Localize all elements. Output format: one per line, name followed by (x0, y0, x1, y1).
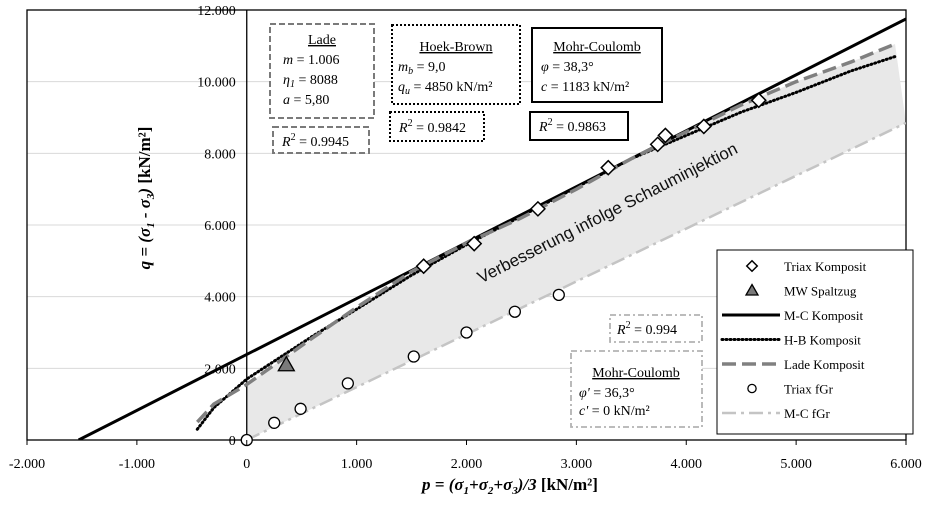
legend-symbol (744, 283, 760, 296)
svg-text:mb = 9,0: mb = 9,0 (398, 60, 446, 77)
series-line-m-c-fgr (246, 121, 906, 440)
legend-symbol (745, 259, 759, 273)
data-point-triax-komposit (657, 127, 674, 144)
data-point-triax-fgr (552, 288, 565, 302)
data-point-mw-spaltzug (277, 355, 296, 372)
svg-text:R2 = 0.9842: R2 = 0.9842 (398, 118, 466, 136)
data-point-triax-fgr (407, 350, 420, 363)
svg-text:Mohr-Coulomb: Mohr-Coulomb (592, 366, 680, 381)
data-point-triax-komposit (466, 235, 483, 252)
series-layer (77, 17, 906, 447)
data-point-triax-komposit (750, 92, 767, 109)
mohr-coulomb-params-box: Mohr-Coulomb φ = 38,3° c = 1183 kN/m² (531, 27, 663, 103)
data-point-triax-fgr (294, 402, 307, 415)
data-point-triax-komposit (695, 118, 712, 135)
legend: Triax Komposit MW Spaltzug M-C Komposit H-B… (716, 249, 914, 435)
svg-text:R2 = 0.994: R2 = 0.994 (616, 320, 677, 338)
svg-text:Mohr-Coulomb: Mohr-Coulomb (553, 40, 641, 55)
data-point-triax-komposit (415, 258, 432, 275)
svg-text:qu = 4850 kN/m²: qu = 4850 kN/m² (398, 80, 492, 97)
x-tick-label: -1.000 (119, 457, 155, 472)
legend-label: M-C Komposit (784, 308, 863, 323)
mohr-coulomb-fgr-params-box: Mohr-Coulomb φ' = 36,3° c' = 0 kN/m² (570, 350, 703, 428)
series-line-lade-komposit (196, 42, 896, 424)
svg-text:c = 1183 kN/m²: c = 1183 kN/m² (541, 80, 629, 95)
x-tick-label: 3.000 (561, 457, 593, 472)
svg-text:Hoek-Brown: Hoek-Brown (419, 40, 492, 55)
data-point-triax-komposit (529, 200, 546, 217)
legend-label: Lade Komposit (784, 357, 865, 372)
x-tick-label: -2.000 (9, 457, 45, 472)
svg-text:R2 = 0.9945: R2 = 0.9945 (281, 132, 349, 150)
y-tick-label: 10.000 (197, 76, 236, 91)
lade-params-box: Lade m = 1.006 η1 = 8088 a = 5,80 (269, 23, 375, 119)
hoek-brown-r2-box: R2 = 0.9842 (389, 111, 485, 142)
series-line-h-b-komposit (195, 55, 897, 431)
svg-text:R2 = 0.9863: R2 = 0.9863 (538, 117, 606, 135)
svg-text:c' = 0 kN/m²: c' = 0 kN/m² (579, 404, 650, 419)
y-tick-label: 4.000 (204, 291, 236, 306)
y-tick-label: 0 (229, 434, 236, 449)
mohr-coulomb-r2-box: R2 = 0.9863 (529, 111, 629, 141)
legend-label: MW Spaltzug (784, 284, 857, 299)
improvement-band (246, 44, 906, 441)
svg-text:φ = 38,3°: φ = 38,3° (541, 60, 594, 75)
x-tick-label: 2.000 (451, 457, 483, 472)
svg-text:Lade: Lade (308, 33, 336, 48)
data-point-triax-fgr (508, 305, 521, 318)
y-axis-title: q = (σ1 - σ3) [kN/m²] (135, 127, 157, 270)
x-axis-title: p = (σ1+σ2+σ3)/3 [kN/m²] (420, 475, 598, 497)
data-point-triax-komposit (649, 136, 666, 153)
legend-label: Triax fGr (784, 382, 834, 397)
legend-symbol (747, 383, 757, 394)
x-tick-label: 5.000 (780, 457, 812, 472)
x-tick-label: 6.000 (890, 457, 922, 472)
y-tick-label: 12.000 (197, 4, 236, 19)
legend-label: H-B Komposit (784, 333, 861, 348)
legend-label: M-C fGr (784, 406, 831, 421)
y-tick-label: 2.000 (204, 362, 236, 377)
x-tick-label: 1.000 (341, 457, 373, 472)
data-point-triax-fgr (460, 326, 473, 339)
y-tick-label: 8.000 (204, 147, 236, 162)
svg-text:a = 5,80: a = 5,80 (283, 93, 329, 108)
svg-text:m = 1.006: m = 1.006 (283, 53, 340, 68)
x-tick-label: 0 (243, 457, 250, 472)
hoek-brown-params-box: Hoek-Brown mb = 9,0 qu = 4850 kN/m² (391, 24, 521, 105)
svg-text:η1 = 8088: η1 = 8088 (283, 73, 338, 90)
lade-r2-box: R2 = 0.9945 (272, 126, 370, 154)
x-tick-label: 4.000 (671, 457, 703, 472)
svg-text:φ' = 36,3°: φ' = 36,3° (579, 386, 635, 401)
y-tick-label: 6.000 (204, 219, 236, 234)
data-point-triax-fgr (268, 416, 281, 429)
data-point-triax-komposit (600, 159, 617, 176)
legend-label: Triax Komposit (784, 259, 867, 274)
tick-labels: -2.000 -1.000 0 1.000 2.000 3.000 4.000 5.000 6.… (9, 4, 922, 472)
data-point-triax-fgr (341, 377, 354, 390)
mohr-coulomb-fgr-r2-box: R2 = 0.994 (609, 314, 703, 343)
